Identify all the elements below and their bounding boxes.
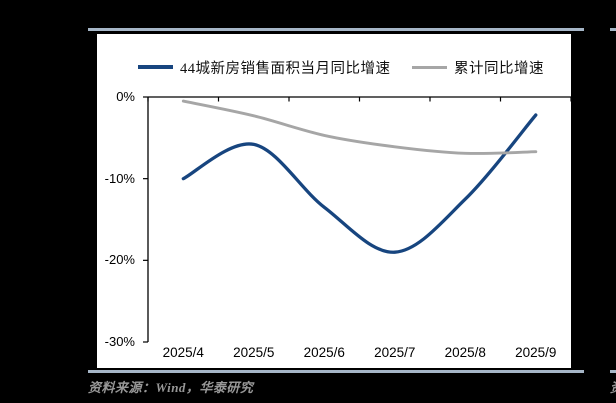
legend-line-sample-monthly xyxy=(138,65,173,69)
legend-item-monthly: 44城新房销售面积当月同比增速 xyxy=(138,57,391,77)
y-tick-label: 0% xyxy=(116,89,135,104)
top-rule xyxy=(88,28,584,31)
bottom-rule xyxy=(88,370,584,373)
adjacent-source-fragment: 资 xyxy=(610,377,616,396)
source-note: 资料来源：Wind，华泰研究 xyxy=(88,380,254,395)
top-rule-fragment xyxy=(610,28,616,31)
legend-item-cumulative: 累计同比增速 xyxy=(412,57,544,77)
series-line-0 xyxy=(181,113,538,254)
legend-label-monthly: 44城新房销售面积当月同比增速 xyxy=(180,60,391,77)
x-tick-label: 2025/4 xyxy=(162,345,204,360)
x-tick-label: 2025/7 xyxy=(374,345,416,360)
x-tick-label: 2025/9 xyxy=(515,345,557,360)
y-tick-label: -30% xyxy=(104,334,135,349)
x-tick-label: 2025/8 xyxy=(444,345,486,360)
line-chart-svg xyxy=(143,96,571,343)
chart-legend: 44城新房销售面积当月同比增速 累计同比增速 xyxy=(97,57,571,77)
axis-label-layer: 0% -10% -20% -30% 2025/4 2025/5 2025/6 2025/7 20… xyxy=(97,34,571,368)
x-tick-label: 2025/5 xyxy=(233,345,275,360)
y-tick-label: -10% xyxy=(104,170,135,186)
chart-panel: 44城新房销售面积当月同比增速 累计同比增速 0% -10% -20% -30% 202… xyxy=(97,34,571,368)
legend-label-cumulative: 累计同比增速 xyxy=(454,60,544,77)
series-line-1 xyxy=(181,99,538,155)
x-tick-label: 2025/6 xyxy=(303,345,345,360)
legend-line-sample-cumulative xyxy=(412,65,447,69)
y-tick-label: -20% xyxy=(104,252,135,268)
bottom-rule-fragment xyxy=(610,370,616,373)
